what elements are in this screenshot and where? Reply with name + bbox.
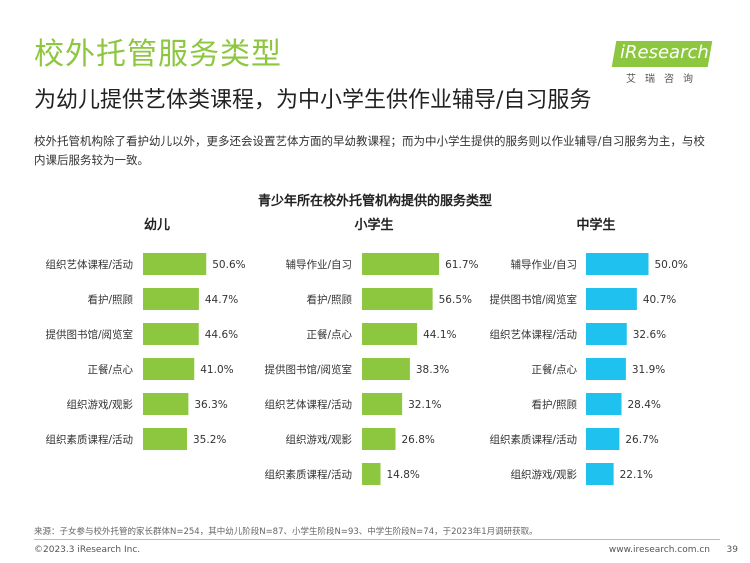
bar	[143, 253, 207, 275]
category-label: 组织素质课程/活动	[45, 433, 133, 446]
page-subtitle: 为幼儿提供艺体类课程，为中小学生供作业辅导/自习服务	[34, 88, 592, 113]
data-label: 40.7%	[643, 294, 676, 306]
data-label: 44.1%	[423, 329, 456, 341]
page-number: 39	[726, 545, 738, 555]
bar	[586, 288, 637, 310]
page-title: 校外托管服务类型	[34, 37, 282, 72]
bar	[143, 288, 199, 310]
page-description: 校外托管机构除了看护幼儿以外，更多还会设置艺体方面的早幼教课程；而为中小学生提供…	[34, 134, 705, 167]
bar	[586, 393, 622, 415]
category-label: 组织艺体课程/活动	[45, 258, 133, 271]
category-label: 提供图书馆/阅览室	[264, 363, 352, 376]
data-label: 56.5%	[439, 294, 472, 306]
bar	[362, 428, 396, 450]
bar	[143, 393, 189, 415]
bar	[362, 323, 418, 345]
bar	[362, 253, 440, 275]
panel-title: 中学生	[576, 217, 615, 233]
data-label: 28.4%	[628, 399, 661, 411]
website: www.iresearch.com.cn	[608, 545, 710, 555]
data-label: 22.1%	[620, 469, 653, 481]
category-label: 看护/照顾	[87, 293, 133, 306]
data-label: 41.0%	[200, 364, 233, 376]
bar	[586, 323, 627, 345]
category-label: 组织素质课程/活动	[489, 433, 577, 446]
category-label: 正餐/点心	[306, 328, 352, 341]
logo-text: iResearch	[620, 42, 709, 63]
data-label: 36.3%	[194, 399, 227, 411]
category-label: 组织游戏/观影	[66, 398, 133, 411]
bar	[362, 463, 381, 485]
bar	[362, 288, 433, 310]
copyright: ©2023.3 iResearch Inc.	[34, 545, 141, 555]
bar	[362, 393, 403, 415]
data-label: 35.2%	[193, 434, 226, 446]
category-label: 提供图书馆/阅览室	[489, 293, 577, 306]
category-label: 正餐/点心	[531, 363, 577, 376]
bar	[143, 358, 195, 380]
bar	[586, 428, 620, 450]
iresearch-logo: iResearch 艾瑞咨询	[608, 38, 713, 85]
bar	[143, 323, 199, 345]
data-label: 44.7%	[205, 294, 238, 306]
bar	[586, 253, 649, 275]
bar	[143, 428, 187, 450]
panel-title: 小学生	[354, 217, 393, 233]
bar	[586, 358, 626, 380]
data-label: 44.6%	[205, 329, 238, 341]
footer-divider	[34, 539, 720, 540]
data-label: 50.6%	[212, 259, 245, 271]
logo-subtext: 艾瑞咨询	[626, 74, 702, 85]
data-label: 14.8%	[387, 469, 420, 481]
data-label: 31.9%	[632, 364, 665, 376]
data-label: 26.8%	[402, 434, 435, 446]
category-label: 组织艺体课程/活动	[264, 398, 352, 411]
data-label: 50.0%	[655, 259, 688, 271]
data-label: 26.7%	[625, 434, 658, 446]
category-label: 辅导作业/自习	[285, 258, 352, 271]
data-label: 32.6%	[633, 329, 666, 341]
category-label: 组织艺体课程/活动	[489, 328, 577, 341]
bar	[586, 463, 614, 485]
data-label: 32.1%	[408, 399, 441, 411]
source-note: 来源：子女参与校外托管的家长群体N=254，其中幼儿阶段N=87、小学生阶段N=…	[34, 527, 538, 537]
chart-title: 青少年所在校外托管机构提供的服务类型	[257, 194, 492, 209]
panel-title: 幼儿	[144, 217, 170, 233]
category-label: 提供图书馆/阅览室	[45, 328, 133, 341]
category-label: 组织素质课程/活动	[264, 468, 352, 481]
category-label: 组织游戏/观影	[285, 433, 352, 446]
category-label: 看护/照顾	[531, 398, 577, 411]
category-label: 组织游戏/观影	[510, 468, 577, 481]
data-label: 38.3%	[416, 364, 449, 376]
bar	[362, 358, 410, 380]
category-label: 看护/照顾	[306, 293, 352, 306]
category-label: 正餐/点心	[87, 363, 133, 376]
data-label: 61.7%	[445, 259, 478, 271]
category-label: 辅导作业/自习	[510, 258, 577, 271]
